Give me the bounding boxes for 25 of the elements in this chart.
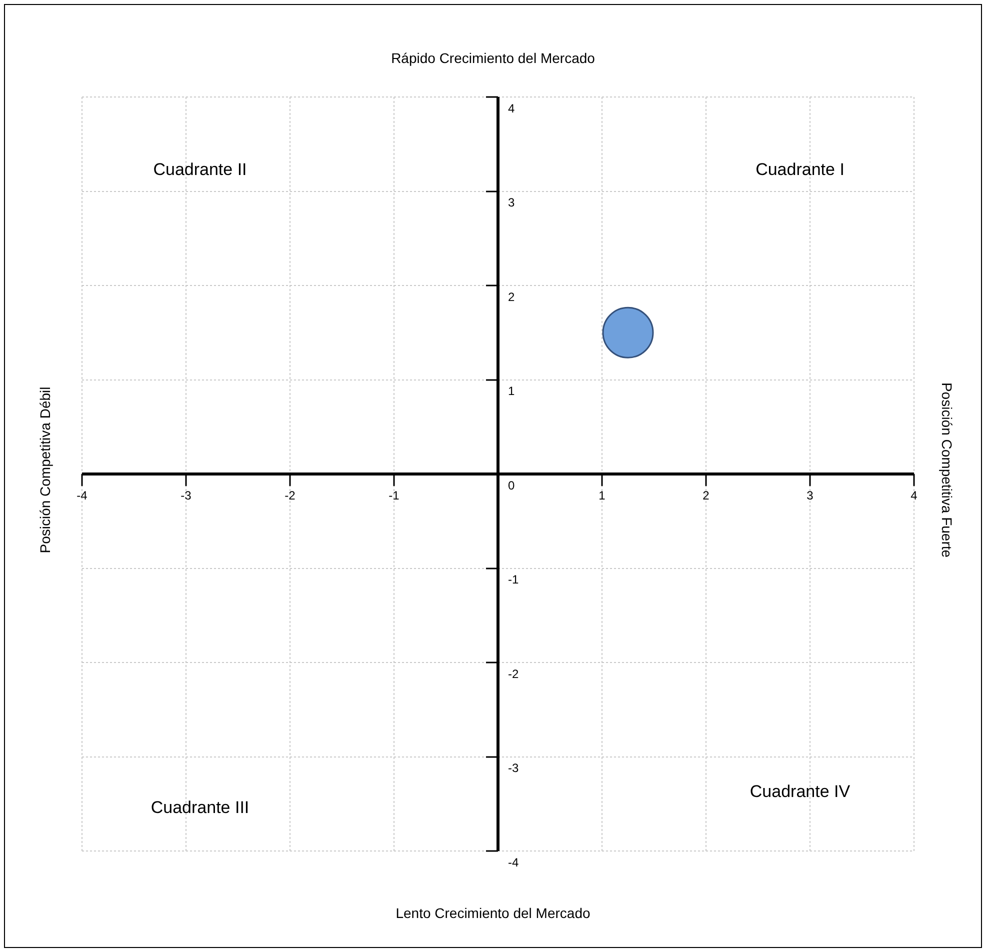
annotation: Cuadrante I <box>754 160 846 180</box>
x-tick-label: 4 <box>910 488 918 502</box>
y-tick-label: -3 <box>508 761 519 776</box>
x-tick-label: -4 <box>76 488 88 502</box>
y-tick-label: -4 <box>508 855 519 870</box>
x-tick-label: -2 <box>284 488 296 502</box>
text: Posición Competitiva Fuerte <box>939 382 955 558</box>
x-tick-label: 1 <box>598 488 606 502</box>
y-tick-label: 2 <box>508 290 515 304</box>
annotation: Cuadrante IV <box>748 782 852 802</box>
annotation: Cuadrante II <box>152 160 248 180</box>
y-tick-label: 4 <box>508 101 515 116</box>
y-tick-label: -2 <box>508 666 519 681</box>
y-tick-label: -1 <box>508 572 519 587</box>
text: Posición Competitiva Débil <box>37 386 53 554</box>
x-tick-label: -1 <box>388 488 400 502</box>
y-tick-label: 3 <box>508 196 515 210</box>
x-tick-label: 2 <box>702 488 710 502</box>
text: Lento Crecimiento del Mercado <box>394 905 592 921</box>
y-tick-label: 0 <box>508 478 515 492</box>
text: Rápido Crecimiento del Mercado <box>390 50 596 66</box>
x-tick-label: -3 <box>180 488 192 502</box>
y-tick-label: 1 <box>508 384 515 398</box>
x-tick-label: 3 <box>806 488 814 502</box>
annotation: Cuadrante III <box>150 798 250 818</box>
